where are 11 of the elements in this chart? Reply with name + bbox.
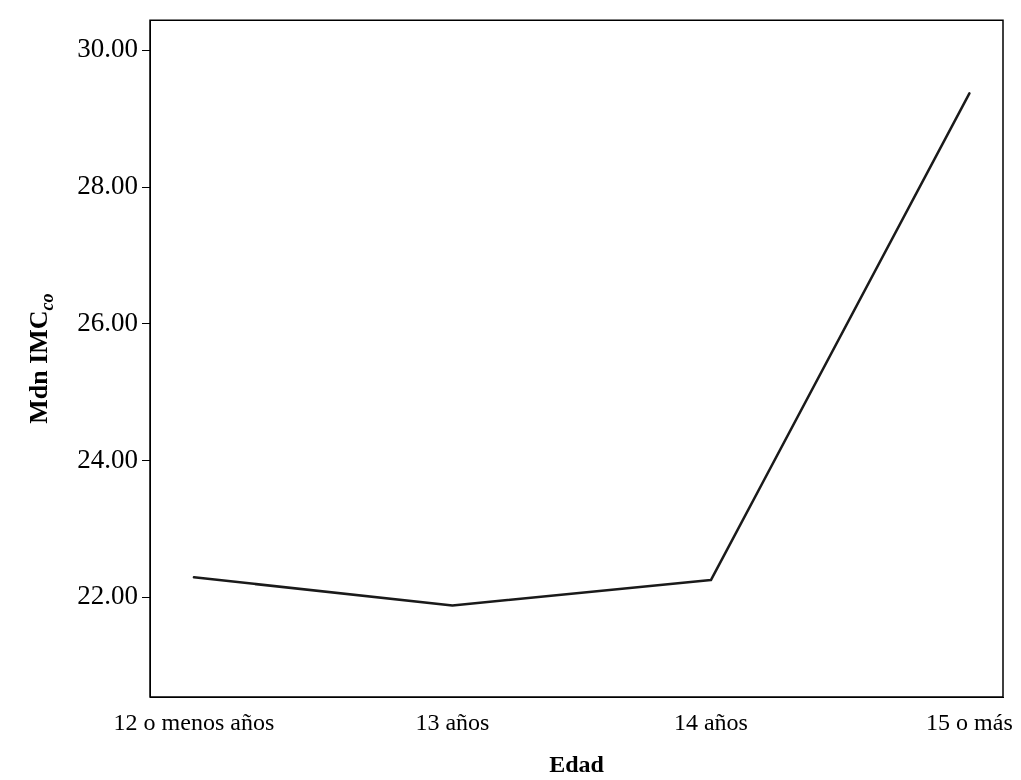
y-tick-label: 22.00: [77, 580, 138, 611]
x-tick-label: 15 o más: [926, 708, 1013, 735]
x-tick-label: 13 años: [415, 708, 490, 735]
x-tick-label: 14 años: [673, 708, 748, 735]
x-axis-title: Edad: [549, 750, 605, 777]
y-axis-title: Mdn IMCco: [24, 293, 57, 424]
y-tick-label: 24.00: [77, 443, 138, 474]
y-tick-label: 30.00: [77, 33, 138, 64]
y-tick-label: 28.00: [77, 170, 138, 201]
y-tick-label: 26.00: [77, 306, 138, 337]
x-tick-label: 12 o menos años: [113, 708, 275, 735]
